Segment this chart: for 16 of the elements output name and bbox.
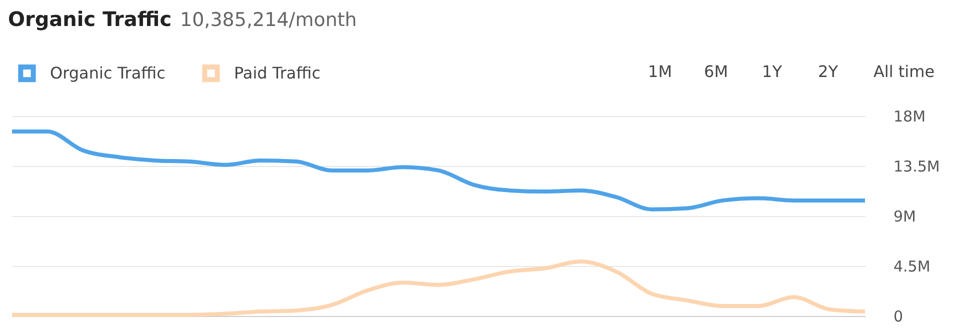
chart-subtitle: 10,385,214/month (180, 9, 357, 31)
y-tick-label: 13.5M (894, 158, 940, 176)
legend-label: Paid Traffic (234, 63, 320, 82)
y-tick-label: 18M (894, 108, 926, 126)
chart-title: Organic Traffic (8, 7, 172, 31)
text: 2Y (818, 62, 838, 81)
text: 1Y (762, 62, 782, 81)
y-tick-label: 9M (894, 208, 916, 226)
legend-label: Organic Traffic (50, 63, 166, 82)
text: All time (873, 62, 935, 81)
line-series (10, 260, 867, 317)
text: 6M (704, 62, 728, 81)
text: 1M (648, 62, 672, 81)
line-series (10, 130, 867, 212)
y-tick-label: 0 (894, 308, 904, 326)
y-tick-label: 4.5M (894, 258, 930, 276)
